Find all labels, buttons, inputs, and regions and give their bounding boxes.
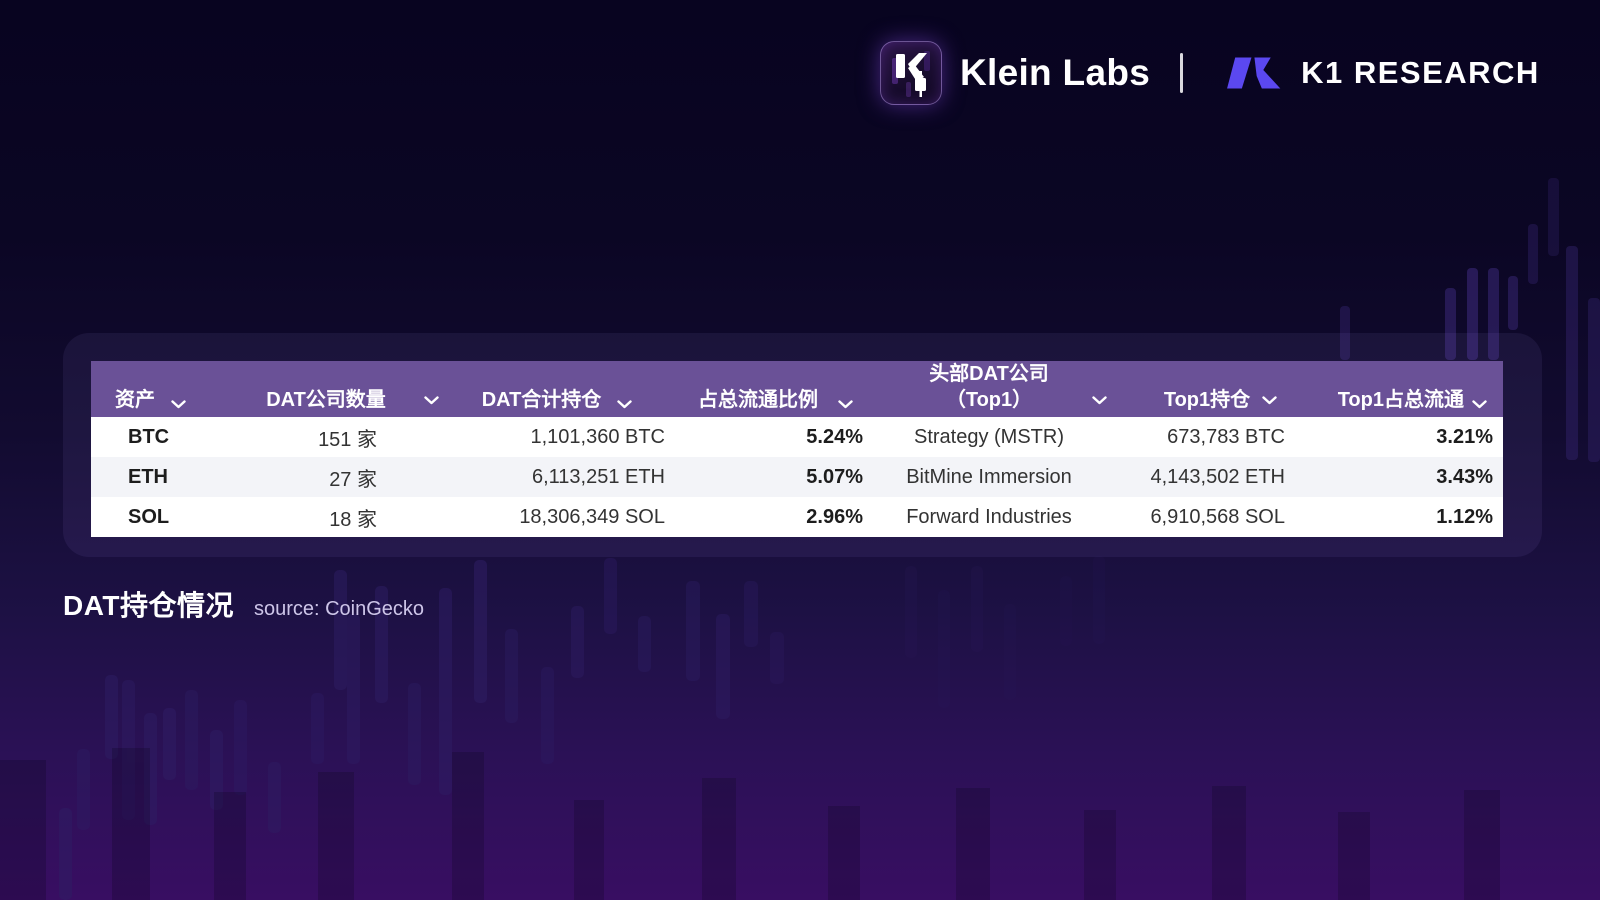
chevron-down-icon <box>424 396 439 405</box>
klein-labs-logo <box>880 41 942 105</box>
cell-top1-holdings: 4,143,502 ETH <box>1150 465 1285 488</box>
cell-asset: BTC <box>128 425 170 448</box>
table-row-sol: SOL 18 家 18,306,349 SOL 2.96% Forward In… <box>91 497 1503 537</box>
chevron-down-icon <box>838 400 853 409</box>
klein-labs-k-candlestick-icon <box>892 51 930 97</box>
klein-labs-wordmark: Klein Labs <box>960 52 1151 93</box>
cell-total-holdings: 6,113,251 ETH <box>531 465 665 488</box>
cell-asset: SOL <box>128 505 170 528</box>
column-header-label: DAT合计持仓 <box>481 389 602 411</box>
table-header-row: 资产 DAT公司数量 DAT合计持仓 占总流通比例 头部DAT公司 （Top1）… <box>91 361 1503 417</box>
caption-source: source: CoinGecko <box>253 598 425 620</box>
column-header-top1-supply-pct[interactable]: Top1占总流通 <box>1305 361 1503 427</box>
column-header-asset[interactable]: 资产 <box>91 361 211 427</box>
cell-company-count: 18 家 <box>329 508 377 531</box>
brand-header: Klein Labs K1 RESEARCH <box>880 40 1540 106</box>
column-header-label: Top1占总流通 <box>1337 389 1464 411</box>
cell-top1-company: Strategy (MSTR) <box>913 425 1065 448</box>
caption-title: DAT持仓情况 <box>63 590 234 621</box>
column-header-top1-holdings[interactable]: Top1持仓 <box>1109 361 1305 427</box>
column-header-label: Top1持仓 <box>1163 389 1251 411</box>
k1-research-wordmark: K1 RESEARCH <box>1301 55 1540 90</box>
cell-asset: ETH <box>128 465 168 488</box>
chevron-down-icon <box>1262 396 1277 405</box>
cell-top1-supply-pct: 3.43% <box>1436 465 1493 488</box>
cell-total-holdings: 18,306,349 SOL <box>519 505 665 528</box>
column-header-total-holdings[interactable]: DAT合计持仓 <box>441 361 673 427</box>
cell-top1-company: Forward Industries <box>906 505 1072 528</box>
dat-holdings-table: 资产 DAT公司数量 DAT合计持仓 占总流通比例 头部DAT公司 （Top1）… <box>91 361 1503 537</box>
chevron-down-icon <box>1092 396 1107 405</box>
cell-top1-holdings: 6,910,568 SOL <box>1150 505 1285 528</box>
column-header-label: DAT公司数量 <box>266 389 386 411</box>
table-card: 资产 DAT公司数量 DAT合计持仓 占总流通比例 头部DAT公司 （Top1）… <box>63 333 1542 557</box>
column-header-label: 资产 <box>115 389 155 411</box>
cell-top1-supply-pct: 3.21% <box>1436 425 1493 448</box>
cell-top1-supply-pct: 1.12% <box>1436 505 1493 528</box>
cell-supply-pct: 2.96% <box>806 505 863 528</box>
cell-top1-holdings: 673,783 BTC <box>1167 425 1285 448</box>
column-header-company-count[interactable]: DAT公司数量 <box>211 361 441 427</box>
cell-top1-company: BitMine Immersion <box>906 465 1072 488</box>
column-header-top1-company[interactable]: 头部DAT公司 （Top1） <box>869 361 1109 427</box>
table-row-btc: BTC 151 家 1,101,360 BTC 5.24% Strategy (… <box>91 417 1503 457</box>
cell-company-count: 27 家 <box>329 468 377 491</box>
cell-supply-pct: 5.07% <box>806 465 863 488</box>
chevron-down-icon <box>171 400 186 409</box>
table-row-eth: ETH 27 家 6,113,251 ETH 5.07% BitMine Imm… <box>91 457 1503 497</box>
cell-company-count: 151 家 <box>318 428 377 451</box>
column-header-supply-pct[interactable]: 占总流通比例 <box>673 361 869 427</box>
column-header-label: 头部DAT公司 （Top1） <box>929 363 1049 411</box>
chevron-down-icon <box>1472 400 1487 409</box>
cell-supply-pct: 5.24% <box>806 425 863 448</box>
k1-angular-k-icon <box>1227 57 1281 89</box>
brand-divider <box>1180 53 1184 93</box>
chevron-down-icon <box>617 400 633 409</box>
column-header-label: 占总流通比例 <box>698 389 818 411</box>
cell-total-holdings: 1,101,360 BTC <box>530 425 665 448</box>
caption: DAT持仓情况 source: CoinGecko <box>63 584 424 624</box>
